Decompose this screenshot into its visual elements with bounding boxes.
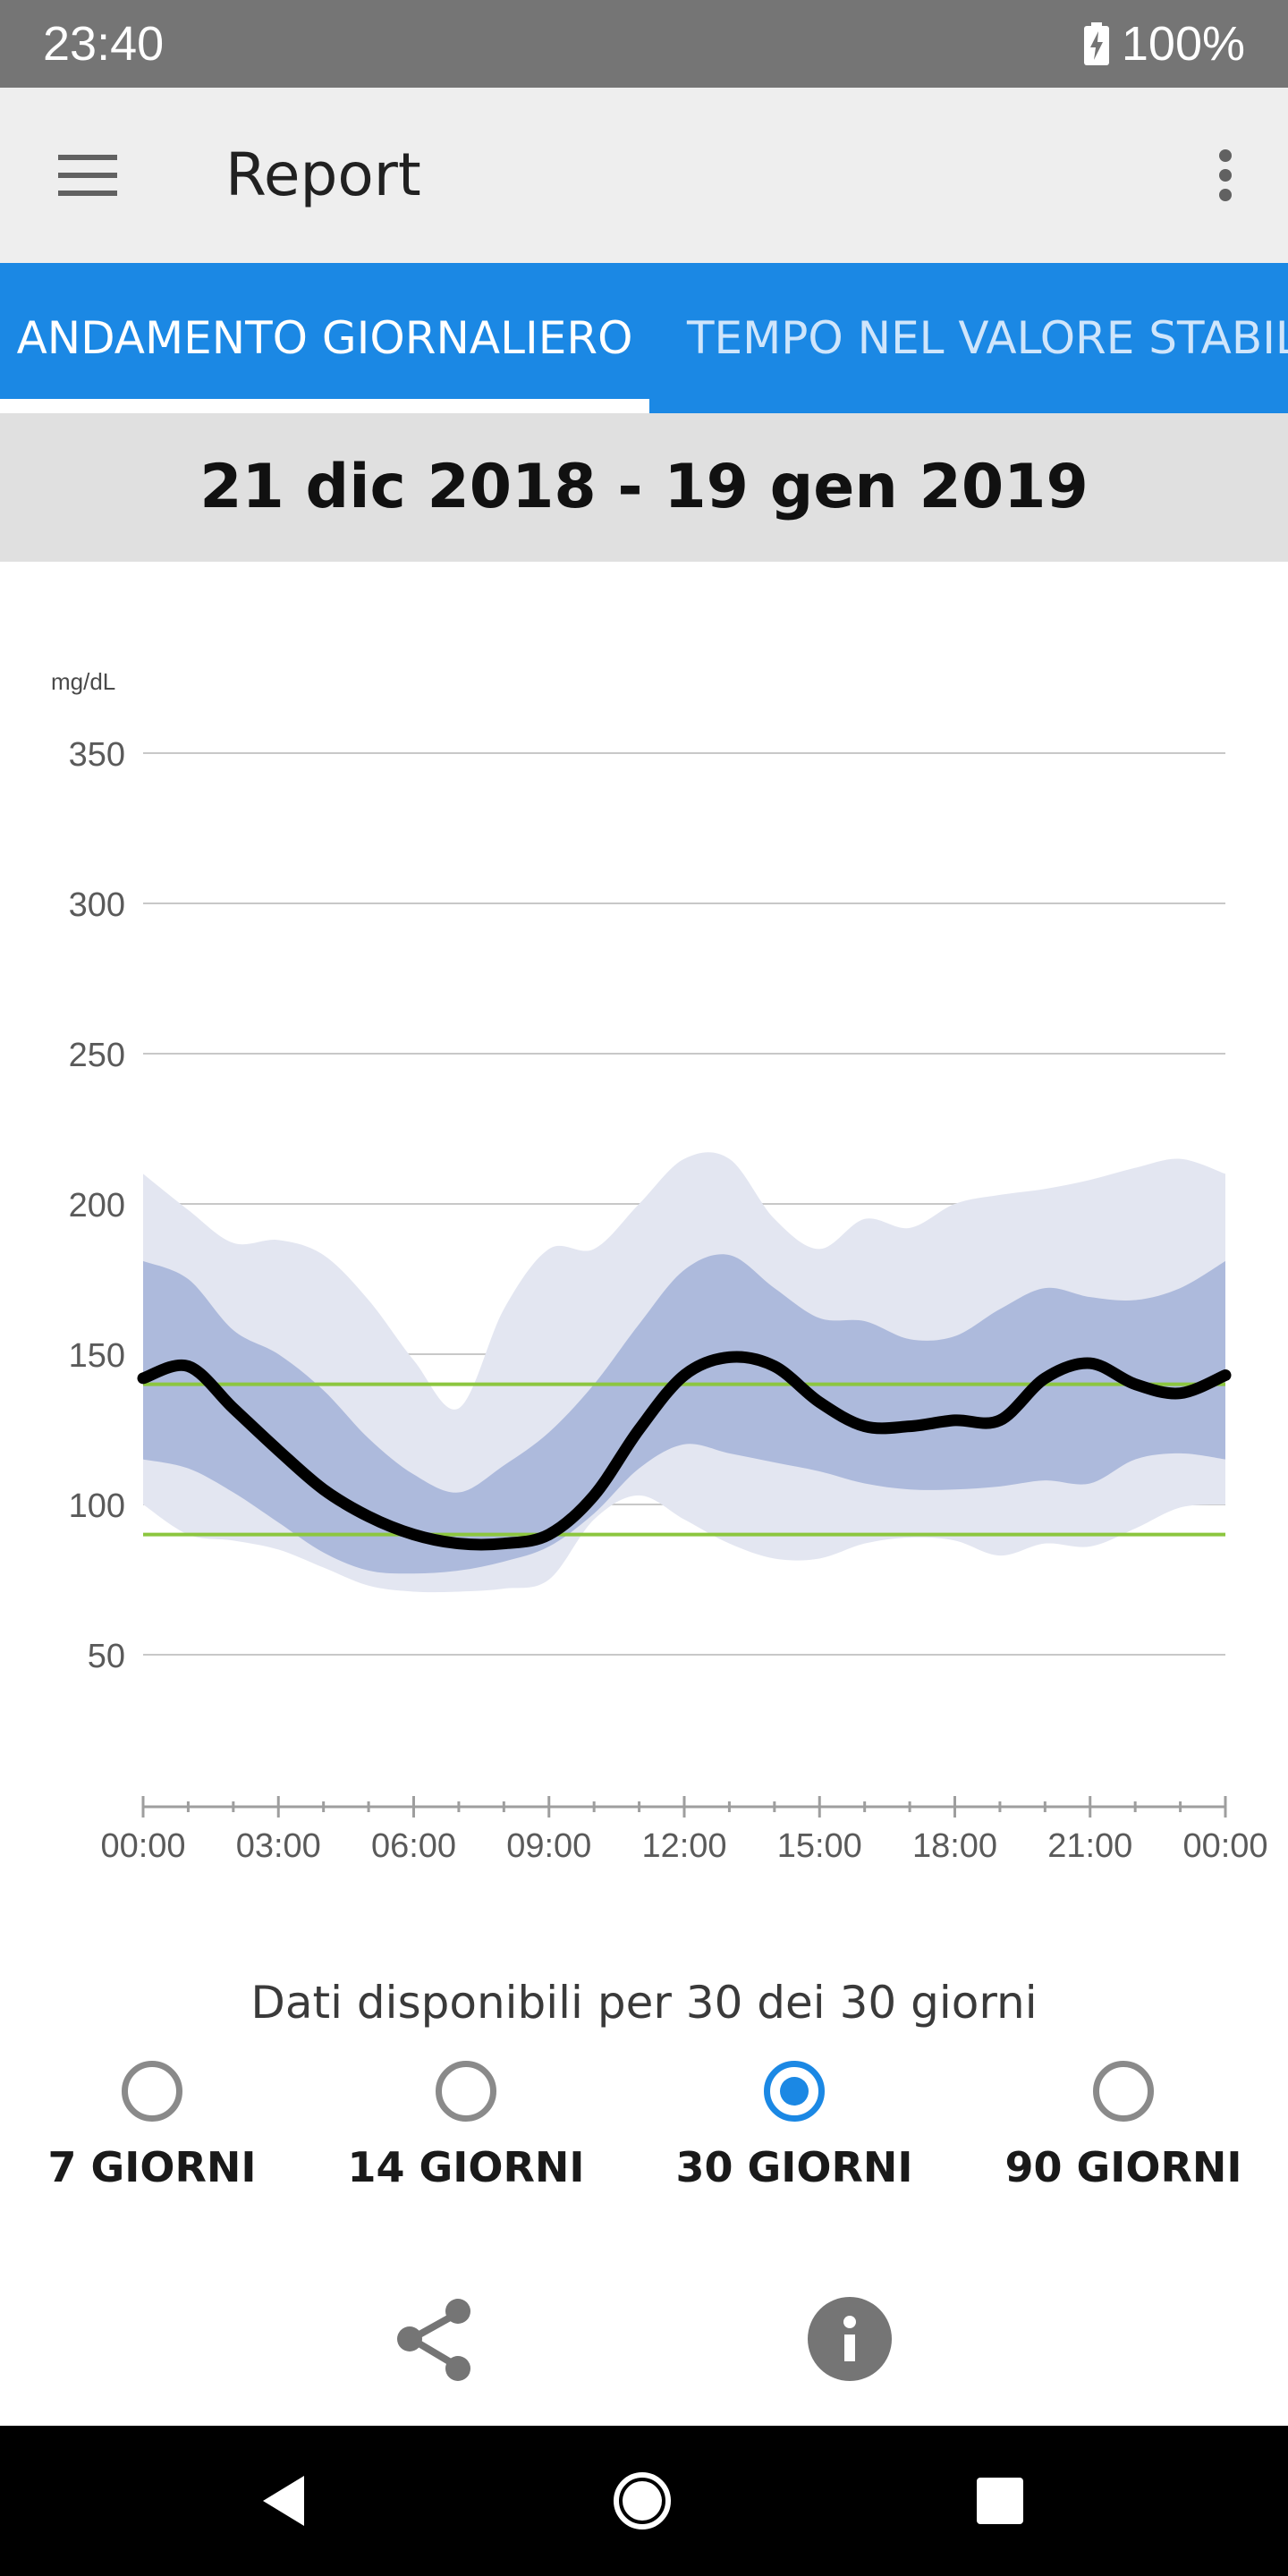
data-availability-text: Dati disponibili per 30 dei 30 giorni	[250, 1977, 1038, 2029]
x-tick-label: 06:00	[371, 1827, 456, 1865]
x-tick-label: 15:00	[777, 1827, 862, 1865]
info-icon	[808, 2297, 892, 2381]
overflow-menu-button[interactable]	[1181, 131, 1270, 220]
status-right: 100%	[1083, 0, 1245, 88]
x-tick-label: 09:00	[506, 1827, 591, 1865]
x-tick-label: 21:00	[1047, 1827, 1132, 1865]
inner-percentile-band	[143, 1254, 1225, 1574]
y-tick-label: 250	[69, 1037, 125, 1074]
radio-button[interactable]	[122, 2061, 182, 2122]
range-option-label: 7 GIORNI	[47, 2143, 257, 2191]
hamburger-menu-icon	[58, 155, 117, 196]
x-tick-label: 03:00	[236, 1827, 321, 1865]
median-layer	[137, 1351, 1232, 1551]
y-tick-label: 300	[69, 886, 125, 924]
radio-button[interactable]	[1093, 2061, 1154, 2122]
tab-indicator	[0, 399, 649, 413]
share-button[interactable]	[386, 2290, 485, 2388]
tab-bar: ANDAMENTO GIORNALIERO TEMPO NEL VALORE S…	[0, 263, 1288, 413]
range-option-90-days[interactable]: 90 GIORNI	[971, 2057, 1275, 2218]
y-tick-label: 350	[69, 736, 125, 774]
battery-percentage: 100%	[1121, 17, 1245, 71]
menu-button[interactable]	[36, 131, 140, 220]
median-line	[137, 1351, 1232, 1551]
tab-daily-trend[interactable]: ANDAMENTO GIORNALIERO	[16, 312, 633, 364]
y-tick-label: 200	[69, 1187, 125, 1224]
home-circle-icon	[614, 2472, 671, 2529]
range-option-7-days[interactable]: 7 GIORNI	[0, 2057, 304, 2218]
y-tick-label: 100	[69, 1487, 125, 1525]
x-tick-label: 00:00	[100, 1827, 185, 1865]
radio-button[interactable]	[436, 2061, 496, 2122]
range-option-label: 14 GIORNI	[347, 2143, 585, 2191]
daily-pattern-chart: mg/dL 350 300 250 200 150 100 50 00:00 03:00 06:…	[51, 668, 1268, 1865]
status-bar: 23:40 100%	[0, 0, 1288, 88]
x-axis: 00:00 03:00 06:00 09:00 12:00 15:00 18:00 21:00…	[100, 1796, 1268, 1865]
back-triangle-icon	[263, 2476, 304, 2526]
info-button[interactable]	[801, 2290, 899, 2388]
battery-charging-icon	[1083, 22, 1109, 65]
date-range-header: 21 dic 2018 - 19 gen 2019	[0, 413, 1288, 562]
tab-time-in-range[interactable]: TEMPO NEL VALORE STABILITO	[687, 312, 1288, 364]
recents-square-icon	[977, 2478, 1023, 2524]
x-tick-label: 00:00	[1182, 1827, 1267, 1865]
x-tick-label: 12:00	[641, 1827, 726, 1865]
recents-button[interactable]	[955, 2456, 1045, 2546]
back-button[interactable]	[240, 2456, 329, 2546]
range-option-label: 90 GIORNI	[1004, 2143, 1242, 2191]
status-time: 23:40	[43, 17, 165, 71]
x-tick-label: 18:00	[912, 1827, 997, 1865]
system-nav-bar	[0, 2426, 1288, 2576]
y-axis-unit: mg/dL	[51, 668, 115, 695]
more-vert-icon	[1219, 149, 1232, 201]
app-bar: Report	[0, 88, 1288, 263]
y-tick-label: 150	[69, 1337, 125, 1375]
radio-dot	[780, 2077, 809, 2106]
home-button[interactable]	[597, 2456, 687, 2546]
range-option-label: 30 GIORNI	[675, 2143, 913, 2191]
range-option-14-days[interactable]: 14 GIORNI	[314, 2057, 618, 2218]
radio-button-selected[interactable]	[764, 2061, 825, 2122]
app-title: Report	[225, 140, 421, 209]
share-icon	[397, 2299, 470, 2381]
y-tick-label: 50	[88, 1638, 125, 1675]
range-option-30-days[interactable]: 30 GIORNI	[642, 2057, 946, 2218]
